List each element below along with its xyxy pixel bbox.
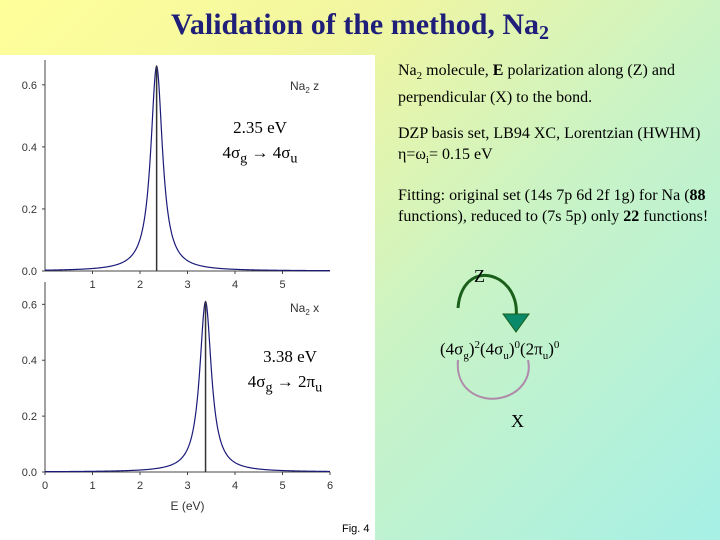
config-part: ) [508,339,515,359]
spectrum-line-1 [45,300,330,473]
y-tick-label: 0.6 [22,299,37,311]
legend-sub: 2 [305,86,310,95]
bottom-transition-sub: u [315,379,323,396]
x-axis-title: E (eV) [170,499,204,513]
y-tick-label: 0.4 [22,142,37,154]
z-arrowhead-icon [502,313,530,333]
x-tick-label: 5 [279,480,285,492]
p3-c: functions! [639,208,709,225]
paragraph-fitting: Fitting: original set (14s 7p 6d 2f 1g) … [398,185,716,227]
bottom-panel-energy: 3.38 eV [263,347,317,366]
legend-sub: 2 [305,308,310,317]
p1-sub: 2 [416,70,423,83]
config-part: ) [548,339,554,359]
bottom-transition-part: 4σ [247,372,266,391]
x-tick-label: 2 [137,279,143,291]
legend-part: z [310,79,319,93]
slide-title-subscript: 2 [539,22,550,44]
top-transition-part: → 4σ [247,143,291,162]
x-tick-label: 1 [89,279,95,291]
config-sup: 0 [514,339,521,351]
x-tick-label: 1 [89,480,95,492]
x-tick-label: 6 [327,480,333,492]
top-transition-sub: u [290,150,298,167]
legend-label-0: Na2 z [290,79,319,95]
config-sub: u [503,350,509,363]
p2-sub: i [425,154,429,167]
electron-configuration: (4σg)2(4σu)0(2πu)0 [440,335,559,367]
x-tick-label: 3 [184,279,190,291]
x-tick-label: 4 [232,480,238,492]
paragraph-basis-set: DZP basis set, LB94 XC, Lorentzian (HWHM… [398,123,716,171]
y-tick-label: 0.4 [22,355,37,367]
spectra-figure: 0.0 0.2 0.4 0.6 1 2 3 4 5 Na2 z 0.0 0.2 0.4 0.6 0 1 2 3 4 5… [0,55,375,540]
legend-part: Na [290,301,306,315]
config-sup: 2 [474,339,481,351]
config-part: ) [468,339,475,359]
bottom-transition-sub: g [265,379,273,396]
y-tick-label: 0.0 [22,266,37,278]
p1-prefix: Na [398,62,417,79]
config-part: (2π [520,339,543,359]
config-sup: 0 [553,339,560,351]
z-arrow-curve [456,273,518,319]
p3-a: Fitting: original set (14s 7p 6d 2f 1g) … [398,187,690,204]
paragraph-molecule: Na2 molecule, E polarization along (Z) a… [398,60,716,108]
bottom-transition-part: → 2π [272,372,316,391]
top-transition-part: 4σ [222,143,241,162]
top-panel-transition: 4σg → 4σu [200,142,320,169]
figure-caption: Fig. 4 [342,523,370,535]
legend-part: Na [290,79,306,93]
slide-title-text: Validation of the method, Na [170,8,540,41]
config-part: (4σ [440,339,464,359]
p1-mid: molecule, [422,62,493,79]
x-tick-label: 0 [42,480,48,492]
x-tick-label: 3 [184,480,190,492]
top-panel-energy: 2.35 eV [233,118,287,137]
z-label: Z [474,266,485,286]
slide-title: Validation of the method, Na2 [0,0,720,52]
p3-bold2: 22 [623,208,640,225]
x-label: X [511,411,524,431]
legend-part: x [310,301,319,315]
p2-eta: η=ω [398,146,426,163]
spectrum-line-0 [44,64,330,272]
p2-b: = 0.15 eV [428,146,493,163]
p1-bold: E [492,62,504,79]
bottom-panel-transition: 4σg → 2πu [225,371,345,398]
y-tick-label: 0.6 [22,80,37,92]
y-tick-label: 0.2 [22,411,37,423]
x-tick-label: 4 [232,279,238,291]
y-tick-label: 0.2 [22,204,37,216]
top-transition-sub: g [240,150,248,167]
p2-a: DZP basis set, LB94 XC, Lorentzian (HWHM… [398,125,701,142]
p3-b: functions), reduced to (7s 5p) only [398,208,624,225]
y-tick-label: 0.0 [22,467,37,479]
legend-label-1: Na2 x [290,301,319,317]
x-tick-label: 2 [137,480,143,492]
config-part: (4σ [480,339,504,359]
x-tick-label: 5 [279,279,285,291]
p3-bold1: 88 [689,187,706,204]
p1-rest: polarization along (Z) and perpendicular… [398,62,675,107]
config-sub: g [463,350,469,363]
config-sub: u [542,350,549,363]
